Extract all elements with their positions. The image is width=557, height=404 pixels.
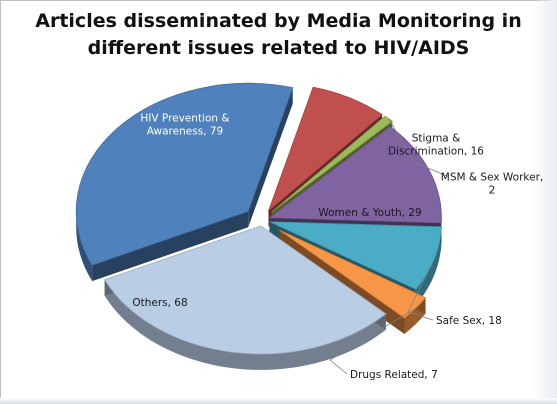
slice-label-line: Safe Sex, 18 <box>436 315 502 327</box>
slice-label-line: HIV Prevention & <box>140 113 229 125</box>
chart-title-line-2: different issues related to HIV/AIDS <box>87 37 470 59</box>
slice-label-0: Stigma & Discrimination, 16 <box>388 133 484 158</box>
leader-lines <box>329 118 449 375</box>
slice-label-line: Awareness, 79 <box>147 126 223 138</box>
right-edge-shade <box>531 0 557 404</box>
chart-title: Articles disseminated by Media Monitorin… <box>0 8 557 62</box>
slice-label-line: Drugs Related, 7 <box>350 369 438 381</box>
bottom-edge-shade <box>0 398 557 404</box>
slice-label-line: Others, 68 <box>132 297 187 309</box>
leader-line-1 <box>388 118 449 177</box>
slice-label-2: Women & Youth, 29 <box>318 207 421 219</box>
slice-label-line: Women & Youth, 29 <box>318 207 421 219</box>
pie-slice-others <box>104 225 387 355</box>
slice-label-3: Safe Sex, 18 <box>436 315 502 327</box>
pie-slice-side-6 <box>76 211 93 282</box>
slice-label-4: Drugs Related, 7 <box>350 369 438 381</box>
pie-slice-tops <box>75 82 442 355</box>
pie-slice-wall-6-0 <box>92 211 249 282</box>
leader-line-3 <box>407 259 435 321</box>
slice-label-line: MSM & Sex Worker, <box>441 172 543 184</box>
pie-slice-stigma-discrimination <box>267 86 383 213</box>
slice-label-6: HIV Prevention & Awareness, 79 <box>140 113 229 138</box>
pie-slice-women-youth <box>268 126 442 224</box>
slice-labels: Stigma & Discrimination, 16 MSM & Sex Work… <box>132 113 543 382</box>
pie-slice-side-3 <box>415 226 442 306</box>
slice-label-line: Discrimination, 16 <box>388 146 484 158</box>
slice-label-line: Stigma & <box>412 133 461 145</box>
pie-slice-msm-sex-worker <box>271 115 393 213</box>
slice-label-1: MSM & Sex Worker, 2 <box>441 172 543 197</box>
pie-slice-hiv-prevention-awareness <box>75 82 294 266</box>
slice-label-5: Others, 68 <box>132 297 187 309</box>
chart-title-line-1: Articles disseminated by Media Monitorin… <box>35 10 522 32</box>
pie-slice-wall-6-1 <box>248 87 293 228</box>
leader-line-4 <box>329 307 416 375</box>
slice-label-line: 2 <box>489 185 496 197</box>
